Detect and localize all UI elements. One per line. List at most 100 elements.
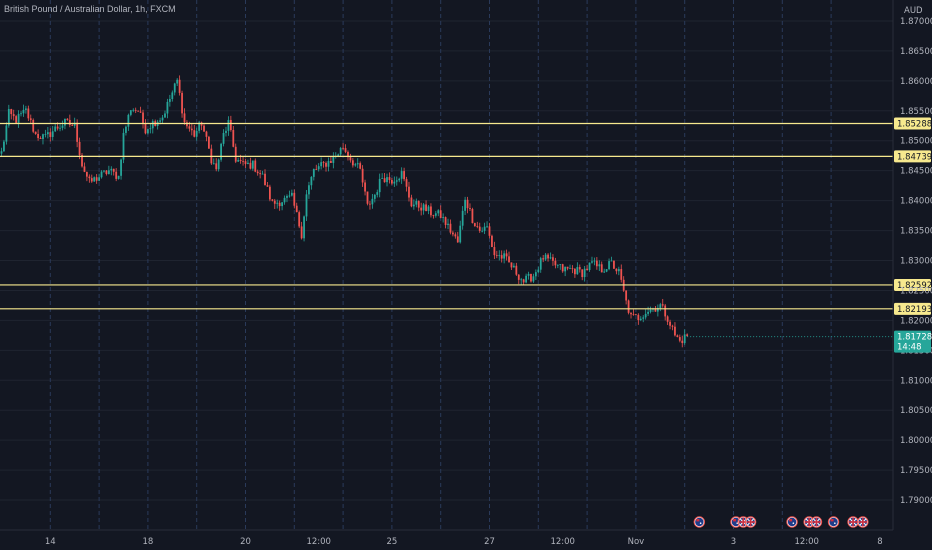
candle-body	[464, 199, 466, 211]
au-flag-icon[interactable]	[693, 516, 706, 528]
gb-flag-icon[interactable]	[810, 516, 823, 528]
candle-body	[649, 309, 652, 312]
candle-body	[251, 160, 254, 169]
horizontal-levels[interactable]: 1.85288 1.84739 1.82592 1.82193	[0, 117, 932, 315]
candle-body	[591, 261, 593, 263]
candle-body	[569, 268, 571, 270]
candle-body	[534, 272, 537, 277]
candle-body	[44, 134, 47, 135]
candle-body	[164, 113, 166, 118]
candle-body	[37, 133, 39, 139]
economic-calendar-events[interactable]	[693, 516, 869, 528]
candle-body	[237, 160, 240, 162]
candle-body	[234, 146, 237, 162]
candle-body	[364, 182, 366, 192]
level-price-tag	[894, 117, 931, 130]
candle-body	[664, 305, 667, 317]
candle-body	[542, 258, 545, 260]
gb-flag-cross	[815, 517, 818, 527]
candle-body	[393, 181, 396, 184]
candle-body	[420, 207, 423, 211]
candle-body	[417, 201, 420, 208]
candle-body	[495, 255, 498, 256]
candle-body	[273, 200, 276, 204]
candle-body	[632, 314, 635, 316]
candle-body	[78, 141, 81, 155]
candle-body	[244, 161, 247, 164]
candle-body	[639, 318, 642, 321]
candle-body	[556, 264, 559, 266]
candle-body	[269, 186, 271, 200]
candle-body	[46, 132, 49, 135]
candle-body	[405, 179, 408, 187]
candle-body	[220, 143, 222, 160]
candle-body	[222, 132, 225, 144]
candle-body	[320, 162, 323, 167]
candle-body	[456, 236, 459, 243]
candle-body	[15, 116, 18, 123]
candle-body	[359, 163, 362, 169]
gb-flag-icon[interactable]	[847, 516, 859, 528]
au-flag-star	[834, 522, 836, 524]
time-axis[interactable]: 14 18 20 12:00 25 27 12:00 Nov 3 12:00 8	[0, 529, 893, 547]
candle-body	[430, 206, 432, 216]
candle-body	[410, 197, 413, 207]
candle-body	[559, 264, 562, 266]
time-tick-label: 14	[45, 537, 56, 547]
candle-body	[193, 130, 196, 137]
au-flag-icon[interactable]	[786, 516, 798, 528]
candle-body	[300, 226, 303, 239]
candle-body	[332, 157, 335, 163]
candle-body	[581, 269, 584, 278]
candle-body	[186, 122, 188, 127]
candle-body	[505, 253, 508, 257]
candle-body	[132, 109, 135, 111]
candle-body	[42, 134, 44, 140]
candle-body	[137, 110, 140, 112]
candle-body	[513, 265, 515, 268]
candle-body	[554, 260, 557, 266]
candle-body	[305, 194, 308, 217]
candle-body	[598, 264, 601, 267]
candle-body	[481, 230, 484, 232]
candle-body	[522, 279, 525, 283]
candle-body	[249, 162, 252, 169]
candle-body	[605, 269, 608, 272]
candle-body	[225, 130, 227, 133]
au-flag-canton	[789, 519, 793, 522]
candle-body	[147, 129, 149, 134]
candle-body	[503, 253, 506, 259]
candle-body	[88, 176, 91, 179]
candle-body	[71, 125, 74, 126]
candle-body	[630, 312, 632, 315]
candle-body	[73, 122, 76, 126]
symbol-title: British Pound / Australian Dollar, 1h, F…	[4, 4, 176, 14]
candle-body	[7, 109, 10, 126]
level-price-label: 1.82193	[897, 305, 932, 315]
candle-body	[56, 126, 59, 129]
level-price-label: 1.84739	[897, 152, 932, 162]
candle-body	[110, 168, 113, 171]
price-axis[interactable]: 1.790001.795001.800001.805001.810001.815…	[687, 0, 932, 530]
au-flag-canton	[696, 519, 700, 522]
candle-body	[183, 113, 186, 123]
price-tick-label: 1.84500	[900, 167, 932, 177]
candle-body	[215, 163, 218, 170]
au-flag-icon[interactable]	[827, 516, 840, 528]
candle-body	[508, 256, 510, 263]
candle-body	[337, 154, 340, 157]
candle-body	[290, 192, 293, 196]
price-tick-label: 1.82500	[900, 286, 932, 296]
candle-body	[151, 121, 154, 129]
candle-body	[386, 177, 388, 183]
candle-body	[439, 210, 442, 218]
candle-body	[425, 204, 427, 211]
candle-body	[10, 109, 13, 115]
candle-body	[415, 201, 418, 205]
candle-body	[681, 340, 684, 344]
candle-body	[373, 194, 376, 199]
candle-body	[654, 308, 657, 312]
gb-flag-icon[interactable]	[744, 516, 757, 528]
gb-flag-icon[interactable]	[857, 516, 869, 528]
